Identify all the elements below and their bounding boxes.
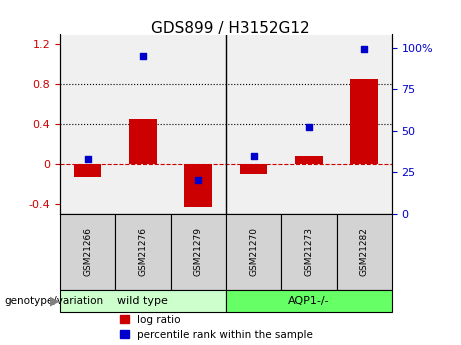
- Point: [139, 53, 147, 58]
- Text: GSM21270: GSM21270: [249, 227, 258, 276]
- Text: wild type: wild type: [118, 296, 168, 306]
- Text: ▶: ▶: [50, 295, 59, 307]
- Text: AQP1-/-: AQP1-/-: [288, 296, 330, 306]
- Point: [361, 47, 368, 52]
- Point: [250, 153, 257, 159]
- Bar: [129, 119, 157, 164]
- Point: [305, 125, 313, 130]
- Text: GSM21282: GSM21282: [360, 227, 369, 276]
- Bar: [295, 156, 323, 164]
- Bar: [74, 164, 101, 177]
- Point: [84, 157, 91, 162]
- Text: GSM21276: GSM21276: [138, 227, 148, 276]
- Bar: [240, 164, 267, 174]
- Text: GDS899 / H3152G12: GDS899 / H3152G12: [151, 21, 310, 36]
- Point: [195, 177, 202, 183]
- Text: GSM21266: GSM21266: [83, 227, 92, 276]
- Legend: log ratio, percentile rank within the sample: log ratio, percentile rank within the sa…: [120, 315, 313, 340]
- Text: genotype/variation: genotype/variation: [5, 296, 104, 306]
- Text: GSM21279: GSM21279: [194, 227, 203, 276]
- Text: GSM21273: GSM21273: [304, 227, 313, 276]
- Bar: [350, 79, 378, 164]
- Bar: [184, 164, 212, 207]
